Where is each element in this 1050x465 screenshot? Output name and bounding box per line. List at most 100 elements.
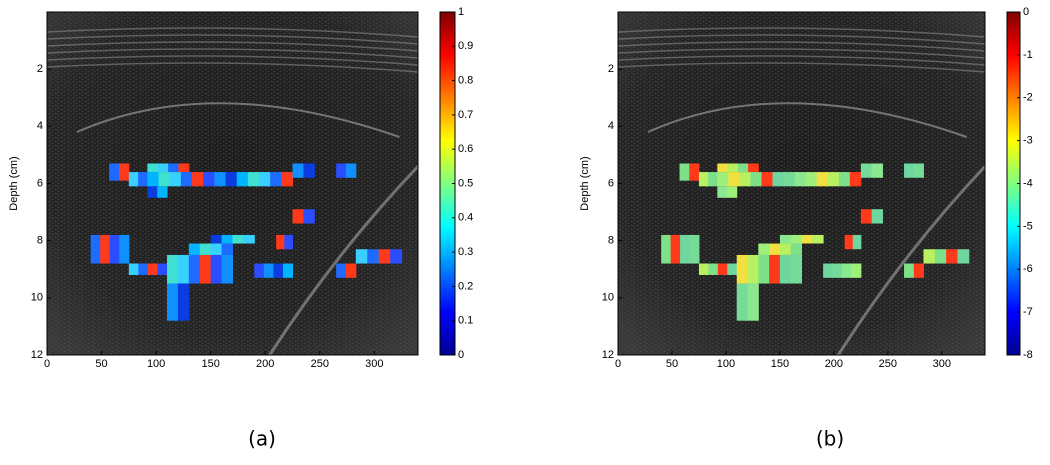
overlay-block	[292, 163, 304, 178]
overlay-block	[727, 163, 739, 173]
overlay-block	[168, 163, 179, 173]
overlay-block	[661, 234, 672, 264]
overlay-block	[860, 163, 873, 178]
overlay-block	[273, 263, 284, 278]
x-tick-label: 0	[44, 358, 50, 370]
overlay-block	[698, 172, 709, 187]
overlay-block	[367, 249, 380, 264]
y-tick-label: 12	[31, 349, 43, 361]
y-tick-label: 6	[608, 177, 614, 189]
overlay-block	[378, 249, 391, 264]
overlay-block	[157, 163, 169, 173]
overlay-block	[761, 172, 774, 187]
overlay-block	[769, 243, 781, 255]
colorbar-tick-label: 0	[458, 349, 464, 361]
overlay-block	[913, 263, 924, 278]
overlay-block	[236, 172, 249, 187]
organ-boundary	[268, 165, 420, 356]
overlay-block	[801, 234, 813, 244]
overlay-block	[779, 254, 792, 284]
overlay-block	[717, 172, 729, 187]
overlay-block	[147, 172, 160, 187]
tissue-layer	[46, 55, 419, 66]
overlay-block	[303, 209, 315, 224]
overlay-block	[158, 172, 171, 187]
overlay-block	[128, 172, 139, 187]
x-tick-label: 150	[201, 358, 219, 370]
overlay-block	[717, 163, 729, 173]
overlay-block	[303, 163, 315, 178]
tissue-layer	[46, 48, 419, 59]
overlay-block	[90, 234, 101, 264]
colorbar-tick-label: -6	[1023, 263, 1033, 275]
organ-boundary	[836, 165, 987, 356]
colorbar-tick-label: 0	[1023, 6, 1029, 18]
overlay-block	[913, 163, 924, 178]
overlay-block	[790, 254, 802, 284]
x-tick-label: 200	[256, 358, 274, 370]
x-tick-label: 50	[666, 358, 678, 370]
colorbar-tick-label: 0.3	[458, 246, 473, 258]
overlay-block	[852, 234, 862, 250]
overlay-block	[263, 263, 274, 278]
overlay-block	[119, 163, 130, 181]
overlay-block	[390, 249, 403, 264]
colorbar-tick-label: -7	[1023, 306, 1033, 318]
overlay-block	[737, 163, 749, 173]
tissue-layer	[617, 34, 986, 45]
overlay-block	[769, 254, 781, 284]
overlay-block	[957, 249, 970, 264]
overlay-block	[119, 234, 130, 264]
overlay-block	[178, 163, 190, 173]
tissue-layer	[46, 34, 419, 45]
x-tick-label: 200	[825, 358, 843, 370]
overlay-block	[841, 263, 852, 278]
overlay-block	[259, 172, 271, 187]
x-tick-label: 100	[717, 358, 735, 370]
colorbar-tick-label: -2	[1023, 92, 1033, 104]
overlay-block	[727, 186, 738, 198]
overlay-block	[247, 172, 260, 187]
overlay-block	[838, 172, 851, 187]
overlay-block	[689, 163, 700, 181]
organ-boundary	[647, 102, 967, 138]
colorbar-tick-label: -3	[1023, 135, 1033, 147]
overlay-block	[747, 254, 759, 284]
overlay-block	[849, 172, 862, 187]
overlay-block	[728, 172, 740, 187]
x-tick-label: 300	[933, 358, 951, 370]
overlay-block	[871, 163, 883, 178]
colorbar-tick-label: 0.6	[458, 143, 473, 155]
overlay-block	[177, 283, 190, 321]
y-axis-label: Depth (cm)	[8, 156, 20, 210]
overlay-block	[157, 186, 168, 198]
overlay-block	[832, 263, 843, 278]
overlay-block	[904, 163, 915, 178]
overlay-block	[871, 209, 883, 224]
overlay-block	[758, 254, 770, 284]
overlay-block	[336, 163, 347, 178]
x-tick-label: 0	[615, 358, 621, 370]
overlay-block	[816, 172, 829, 187]
overlay-block	[199, 243, 212, 255]
overlay-block	[860, 209, 873, 224]
overlay-block	[851, 263, 862, 278]
x-tick-label: 150	[771, 358, 789, 370]
colorbar-tick-label: 0.1	[458, 315, 473, 327]
overlay-block	[345, 263, 357, 278]
overlay-block	[210, 234, 223, 244]
overlay-block	[192, 172, 204, 187]
tissue-layer	[46, 41, 419, 52]
overlay-block	[689, 234, 700, 264]
overlay-block	[345, 163, 357, 178]
overlay-block	[157, 263, 168, 275]
overlay-block	[717, 263, 728, 275]
overlay-block	[355, 249, 368, 264]
tissue-layer	[617, 55, 986, 66]
overlay-block	[790, 243, 802, 255]
y-tick-label: 2	[37, 63, 43, 75]
colorbar-tick-label: 0.2	[458, 280, 473, 292]
y-tick-label: 10	[31, 292, 43, 304]
y-tick-label: 10	[602, 292, 614, 304]
